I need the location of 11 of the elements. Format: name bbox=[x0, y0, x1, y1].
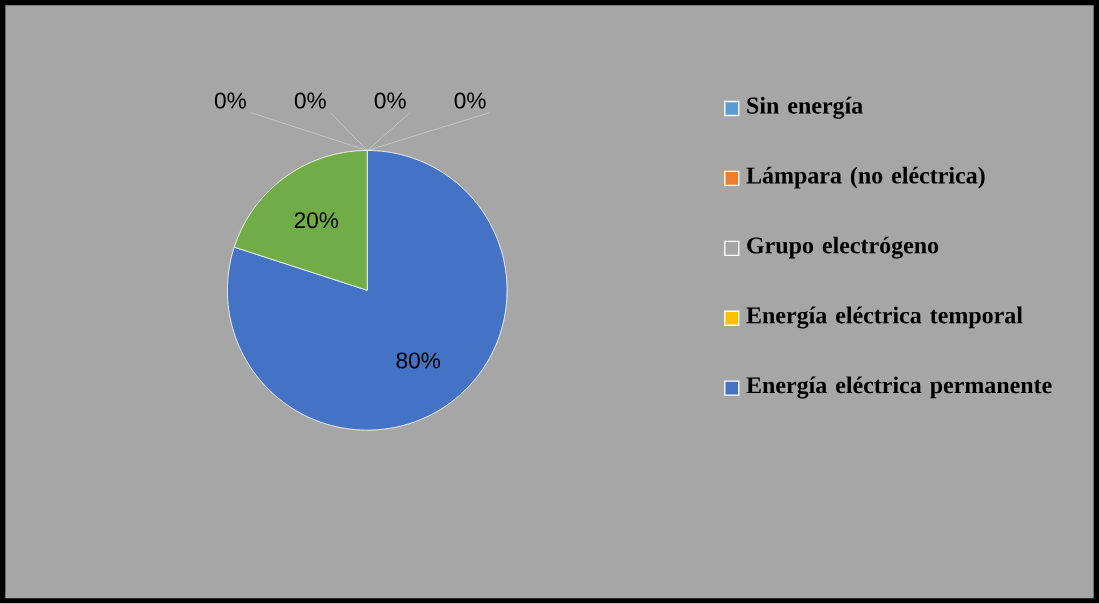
data-label: 20% bbox=[294, 212, 339, 229]
legend-label: Lámpara (no eléctrica) bbox=[746, 166, 985, 189]
legend-label: Energía eléctrica temporal bbox=[746, 306, 1023, 329]
text: 0% bbox=[374, 92, 406, 109]
legend-label: Sin energía bbox=[747, 97, 863, 119]
legend-label: Grupo electrógeno bbox=[747, 236, 939, 259]
legend-label: Energía eléctrica permanente bbox=[746, 376, 1052, 399]
text: 0% bbox=[214, 92, 246, 109]
text: 0% bbox=[294, 92, 326, 109]
text: 0% bbox=[454, 92, 486, 109]
data-label: 80% bbox=[396, 352, 441, 369]
